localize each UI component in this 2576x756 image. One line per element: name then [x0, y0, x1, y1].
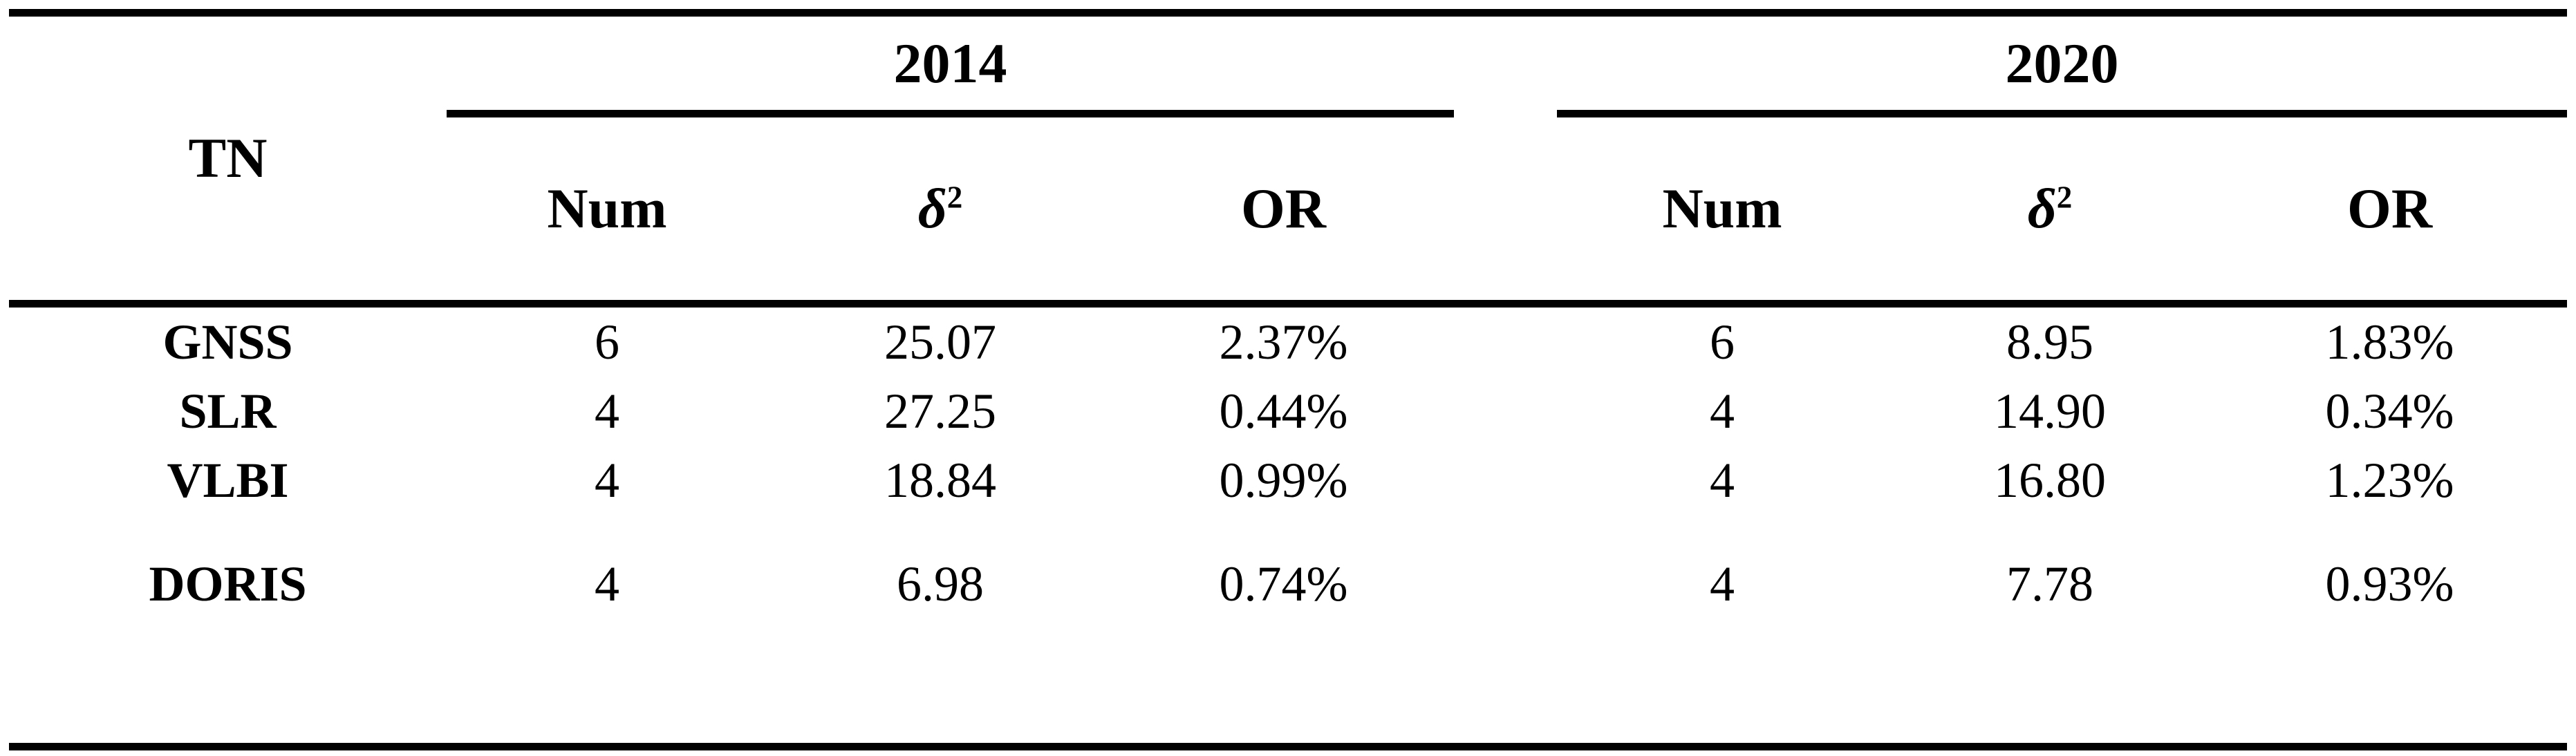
cell-gnss-2014-or: 2.37% — [1219, 314, 1348, 370]
cell-gnss-2020-num: 6 — [1710, 314, 1735, 370]
cell-doris-2014-num: 4 — [595, 556, 619, 612]
cell-gnss-2014-delta2: 25.07 — [884, 314, 996, 370]
column-header-tn: TN — [9, 12, 447, 308]
column-header-delta2-2014: δ2 — [767, 113, 1113, 308]
row-label: DORIS — [149, 556, 307, 612]
cell-vlbi-2014-or: 0.99% — [1219, 452, 1348, 508]
group-gap — [1454, 377, 1557, 446]
bottom-spacer — [9, 653, 2567, 747]
group-gap — [1454, 515, 1557, 653]
group-header-2020: 2020 — [1557, 12, 2568, 117]
cell-doris-2014-delta2: 6.98 — [897, 556, 984, 612]
cell-doris-2020-num: 4 — [1710, 556, 1735, 612]
cell-gnss-2020-delta2: 8.95 — [2006, 314, 2094, 370]
statistics-table-wrapper: TN 2014 2020 Num δ2 OR Num δ2 OR GNSS 6 … — [9, 9, 2568, 750]
group-header-2014: 2014 — [447, 12, 1455, 117]
cell-slr-2014-delta2: 27.25 — [884, 383, 996, 439]
group-gap — [1454, 304, 1557, 377]
table-row-vlbi: VLBI 4 18.84 0.99% 4 16.80 1.23% — [9, 446, 2567, 515]
cell-slr-2020-or: 0.34% — [2325, 383, 2454, 439]
row-label: SLR — [179, 383, 277, 439]
row-label: VLBI — [167, 452, 289, 508]
table-row-gnss: GNSS 6 25.07 2.37% 6 8.95 1.83% — [9, 304, 2567, 377]
group-gap — [1454, 446, 1557, 515]
statistics-table: TN 2014 2020 Num δ2 OR Num δ2 OR GNSS 6 … — [9, 9, 2568, 750]
group-gap — [1454, 13, 1557, 114]
cell-slr-2020-num: 4 — [1710, 383, 1735, 439]
cell-gnss-2020-or: 1.83% — [2325, 314, 2454, 370]
cell-vlbi-2014-num: 4 — [595, 452, 619, 508]
delta-exponent: 2 — [2056, 180, 2073, 215]
column-header-or-2014: OR — [1113, 113, 1455, 308]
cell-slr-2014-or: 0.44% — [1219, 383, 1348, 439]
table-row-doris: DORIS 4 6.98 0.74% 4 7.78 0.93% — [9, 515, 2567, 653]
cell-vlbi-2020-num: 4 — [1710, 452, 1735, 508]
cell-doris-2014-or: 0.74% — [1219, 556, 1348, 612]
delta-symbol: δ — [2027, 177, 2057, 240]
column-header-delta2-2020: δ2 — [1887, 113, 2213, 308]
cell-doris-2020-delta2: 7.78 — [2006, 556, 2094, 612]
group-gap — [1454, 113, 1558, 308]
delta-symbol: δ — [917, 177, 947, 240]
table-row-slr: SLR 4 27.25 0.44% 4 14.90 0.34% — [9, 377, 2567, 446]
cell-vlbi-2020-delta2: 16.80 — [1994, 452, 2107, 508]
column-header-row: Num δ2 OR Num δ2 OR — [9, 113, 2568, 308]
cell-gnss-2014-num: 6 — [595, 314, 619, 370]
delta-exponent: 2 — [946, 180, 963, 215]
group-header-row: TN 2014 2020 — [9, 12, 2568, 308]
cell-doris-2020-or: 0.93% — [2325, 556, 2454, 612]
cell-vlbi-2020-or: 1.23% — [2325, 452, 2454, 508]
cell-slr-2014-num: 4 — [595, 383, 619, 439]
column-header-or-2020: OR — [2212, 113, 2568, 308]
column-header-num-2014: Num — [447, 113, 767, 308]
cell-vlbi-2014-delta2: 18.84 — [884, 452, 996, 508]
row-label: GNSS — [162, 314, 293, 370]
column-header-num-2020: Num — [1557, 113, 1888, 308]
cell-slr-2020-delta2: 14.90 — [1994, 383, 2107, 439]
bottom-spacer-row — [9, 653, 2567, 747]
